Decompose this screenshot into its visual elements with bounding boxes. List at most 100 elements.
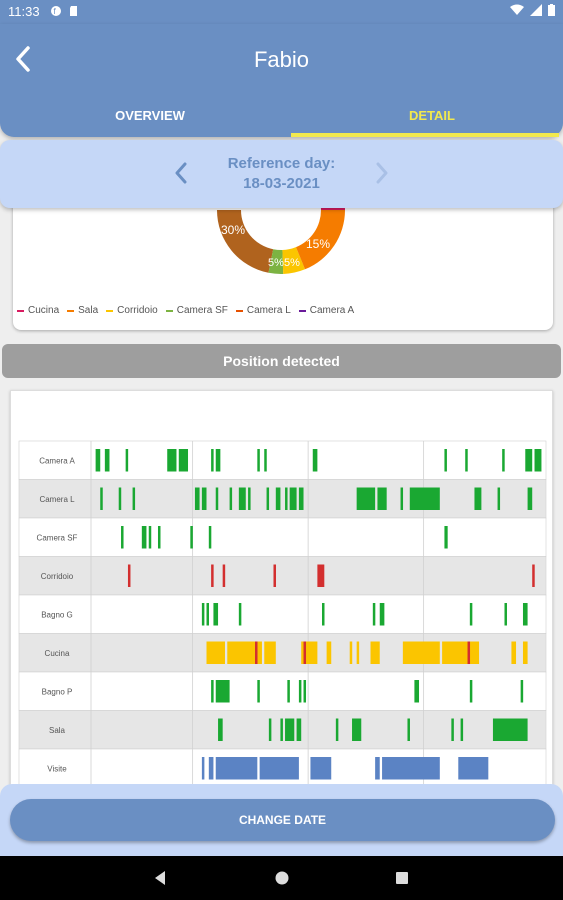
timeline-event-bar — [442, 641, 480, 664]
timeline-event-bar — [248, 487, 251, 510]
timeline-event-bar — [379, 603, 385, 626]
timeline-event-bar — [194, 487, 200, 510]
reference-day-bar: Reference day: 18-03-2021 — [0, 140, 563, 208]
legend-swatch — [17, 309, 24, 312]
timeline-event-bar — [141, 526, 147, 549]
timeline-event-bar — [206, 641, 225, 664]
timeline-event-bar — [178, 449, 189, 472]
nav-home-icon[interactable] — [274, 870, 290, 886]
timeline-event-bar — [444, 526, 448, 549]
timeline-event-bar — [298, 487, 304, 510]
timeline-event-bar — [326, 641, 332, 664]
timeline-event-bar — [213, 603, 219, 626]
timeline-event-bar — [522, 641, 528, 664]
timeline-event-bar — [273, 564, 276, 587]
timeline-event-bar — [520, 680, 524, 703]
timeline-event-bar — [211, 564, 214, 587]
legend-swatch — [235, 309, 243, 312]
timeline-event-bar — [121, 526, 124, 549]
timeline-event-bar — [534, 449, 542, 472]
timeline-row-label: Bagno P — [42, 687, 73, 696]
status-bar: 11:33 f — [0, 0, 563, 24]
timeline-event-bar — [356, 487, 376, 510]
legend-item: Sala — [67, 305, 98, 316]
system-navigation-bar — [0, 856, 563, 900]
timeline-event-bar — [356, 641, 360, 664]
timeline-event-bar — [201, 757, 205, 780]
donut-chart: 30% 15% 5% 5% — [217, 190, 346, 275]
timeline-event-bar — [296, 718, 302, 741]
timeline-event-bar — [469, 680, 473, 703]
timeline-event-bar — [211, 680, 214, 703]
timeline-event-bar — [255, 641, 258, 664]
timeline-event-bar — [303, 641, 307, 664]
timeline-row — [18, 556, 547, 596]
tab-overview[interactable]: OVERVIEW — [115, 108, 185, 123]
timeline-event-bar — [201, 487, 207, 510]
timeline-event-bar — [322, 603, 325, 626]
timeline-event-bar — [474, 487, 482, 510]
timeline-event-bar — [532, 564, 535, 587]
legend-label: Camera L — [246, 305, 291, 316]
timeline-event-bar — [370, 641, 380, 664]
timeline-event-bar — [215, 757, 258, 780]
timeline-event-bar — [377, 487, 387, 510]
timeline-card: Camera A Camera L Camera SF Corridoio Bagno … — [10, 390, 553, 810]
timeline-event-bar — [118, 487, 122, 510]
chevron-left-icon[interactable] — [174, 162, 188, 184]
bottom-action-area: CHANGE DATE — [0, 784, 563, 856]
timeline-event-bar — [127, 564, 131, 587]
legend-item: Camera A — [298, 305, 354, 316]
timeline-event-bar — [349, 641, 353, 664]
timeline-event-bar — [264, 449, 267, 472]
timeline-event-bar — [215, 487, 219, 510]
timeline-row — [18, 594, 547, 634]
timeline-event-bar — [372, 603, 376, 626]
timeline-event-bar — [201, 603, 205, 626]
change-date-button[interactable]: CHANGE DATE — [10, 799, 555, 841]
timeline-row-label: Visite — [47, 764, 67, 773]
timeline-event-bar — [522, 603, 528, 626]
arrow-back-icon[interactable] — [10, 44, 36, 74]
tab-detail[interactable]: DETAIL — [409, 108, 455, 123]
timeline-event-bar — [266, 487, 270, 510]
timeline-event-bar — [527, 487, 533, 510]
timeline-event-bar — [287, 680, 290, 703]
timeline-row-label: Camera L — [39, 495, 75, 504]
timeline-event-bar — [497, 487, 501, 510]
nav-recents-icon[interactable] — [394, 870, 410, 886]
legend-swatch — [165, 309, 173, 312]
timeline-row-label: Camera A — [39, 456, 75, 465]
timeline-event-bar — [407, 718, 410, 741]
timeline-event-bar — [402, 641, 440, 664]
timeline-event-bar — [310, 757, 332, 780]
signal-icon — [530, 4, 542, 16]
timeline-event-bar — [268, 718, 272, 741]
timeline-event-bar — [335, 718, 339, 741]
timeline-event-bar — [275, 487, 281, 510]
timeline-event-bar — [492, 718, 528, 741]
timeline-row — [18, 517, 547, 557]
timeline-event-bar — [208, 757, 214, 780]
timeline-event-bar — [100, 487, 103, 510]
timeline-event-bar — [400, 487, 404, 510]
reference-day-label: Reference day: — [227, 155, 336, 172]
position-timeline-chart: Camera A Camera L Camera SF Corridoio Bagno … — [18, 440, 547, 788]
pie-slice-camera-l — [217, 210, 274, 273]
app-notification-icon: f — [51, 6, 61, 16]
chevron-right-icon[interactable] — [375, 162, 389, 184]
timeline-event-bar — [227, 641, 262, 664]
tab-indicator — [291, 133, 559, 137]
timeline-event-bar — [95, 449, 101, 472]
nav-back-icon[interactable] — [152, 870, 168, 886]
timeline-row-label: Bagno G — [41, 610, 73, 619]
status-time: 11:33 — [8, 4, 40, 19]
timeline-event-bar — [469, 603, 473, 626]
timeline-event-bar — [285, 718, 295, 741]
timeline-event-bar — [104, 449, 110, 472]
timeline-event-bar — [525, 449, 533, 472]
svg-text:f: f — [54, 7, 57, 16]
timeline-event-bar — [208, 526, 212, 549]
timeline-event-bar — [167, 449, 177, 472]
timeline-event-bar — [238, 603, 242, 626]
